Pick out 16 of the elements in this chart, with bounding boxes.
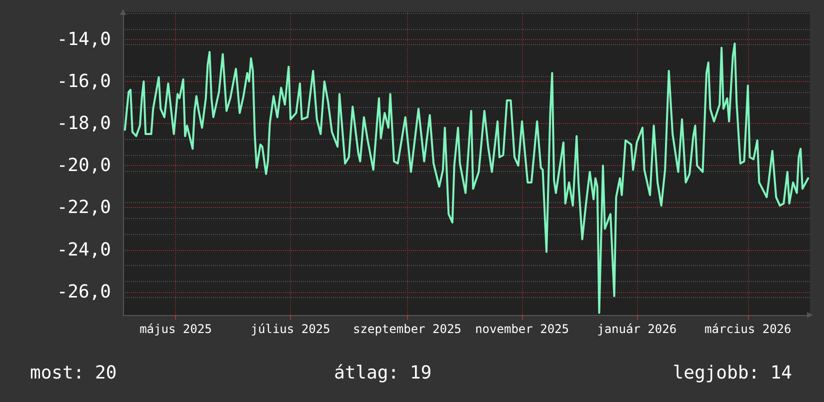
y-tick-label: -14,0 bbox=[56, 28, 111, 50]
text: átlag: 19 bbox=[334, 362, 432, 384]
y-tick-label: -16,0 bbox=[56, 70, 111, 92]
y-tick-label: -22,0 bbox=[56, 197, 111, 218]
text: legjobb: 14 bbox=[672, 362, 792, 384]
text: most: 20 bbox=[30, 362, 117, 384]
y-tick-label: -20,0 bbox=[56, 155, 111, 176]
x-tick-label: szeptember 2025 bbox=[353, 322, 462, 336]
x-tick-label: július 2025 bbox=[250, 322, 330, 336]
x-tick-label: március 2026 bbox=[704, 322, 792, 336]
x-tick-label: január 2026 bbox=[597, 322, 677, 336]
y-tick-label: -18,0 bbox=[56, 113, 111, 134]
y-tick-label: -26,0 bbox=[56, 281, 111, 302]
y-tick-label: -24,0 bbox=[56, 239, 111, 260]
x-tick-label: május 2025 bbox=[140, 322, 212, 336]
x-tick-label: november 2025 bbox=[475, 322, 569, 336]
